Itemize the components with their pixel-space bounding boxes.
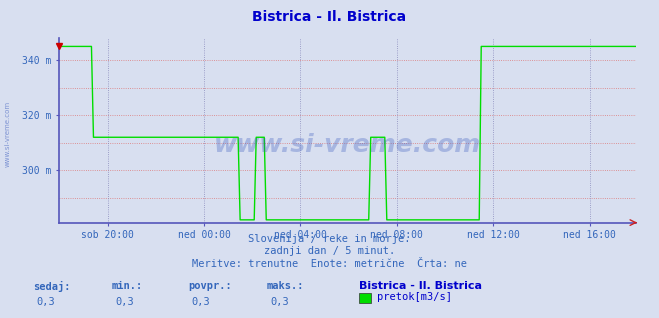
Text: zadnji dan / 5 minut.: zadnji dan / 5 minut. <box>264 246 395 256</box>
Text: 0,3: 0,3 <box>191 297 210 307</box>
Text: maks.:: maks.: <box>267 281 304 291</box>
Text: min.:: min.: <box>112 281 143 291</box>
Text: povpr.:: povpr.: <box>188 281 231 291</box>
Text: Slovenija / reke in morje.: Slovenija / reke in morje. <box>248 234 411 244</box>
Text: Bistrica - Il. Bistrica: Bistrica - Il. Bistrica <box>252 10 407 24</box>
Text: www.si-vreme.com: www.si-vreme.com <box>5 100 11 167</box>
Text: www.si-vreme.com: www.si-vreme.com <box>214 133 481 157</box>
Text: 0,3: 0,3 <box>115 297 134 307</box>
Text: Meritve: trenutne  Enote: metrične  Črta: ne: Meritve: trenutne Enote: metrične Črta: … <box>192 259 467 269</box>
Text: 0,3: 0,3 <box>36 297 55 307</box>
Text: pretok[m3/s]: pretok[m3/s] <box>377 292 452 302</box>
Text: 0,3: 0,3 <box>270 297 289 307</box>
Text: Bistrica - Il. Bistrica: Bistrica - Il. Bistrica <box>359 281 482 291</box>
Text: sedaj:: sedaj: <box>33 281 71 293</box>
